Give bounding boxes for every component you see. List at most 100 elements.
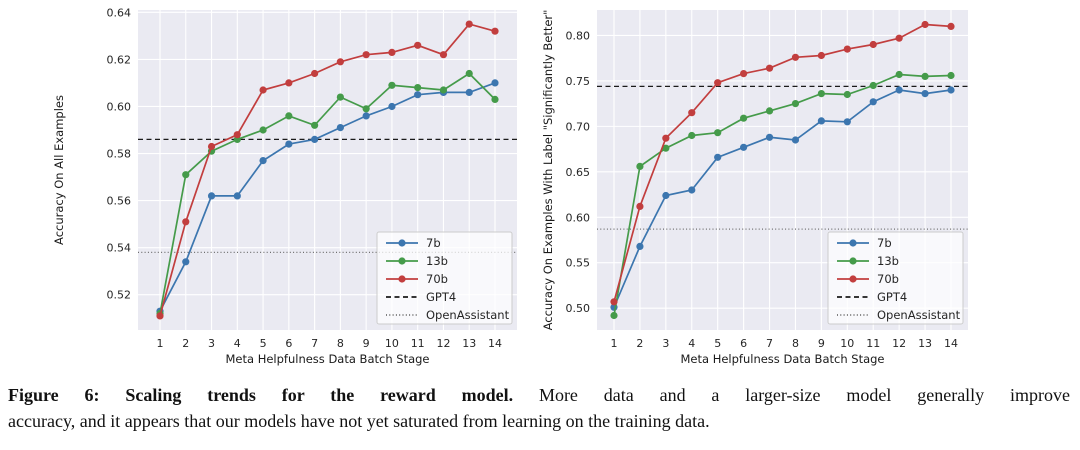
data-point-7b bbox=[491, 79, 499, 87]
y-tick-label: 0.58 bbox=[107, 148, 132, 161]
caption-line-2: accuracy, and it appears that our models… bbox=[8, 408, 1070, 434]
legend: 7b 13b 70b GPT4 OpenAssistant bbox=[376, 231, 513, 325]
legend-marker-7b bbox=[398, 239, 406, 247]
data-point-70b bbox=[843, 45, 851, 53]
data-point-7b bbox=[921, 90, 929, 98]
data-point-13b bbox=[740, 114, 748, 122]
x-tick-label: 2 bbox=[182, 337, 189, 350]
data-point-13b bbox=[491, 95, 499, 103]
data-point-7b bbox=[207, 192, 216, 200]
y-tick-label: 0.50 bbox=[566, 302, 591, 315]
data-point-13b bbox=[662, 144, 670, 152]
y-tick-label: 0.60 bbox=[107, 100, 132, 113]
data-point-13b bbox=[843, 90, 851, 99]
series-line-13b bbox=[613, 73, 952, 316]
data-point-70b bbox=[947, 22, 955, 30]
series-70b bbox=[610, 20, 955, 306]
x-tick-label: 13 bbox=[918, 337, 932, 350]
x-tick-label: 11 bbox=[866, 337, 880, 350]
x-tick-label: 10 bbox=[385, 337, 399, 350]
x-tick-label: 8 bbox=[337, 337, 344, 350]
legend-label-13b: 13b bbox=[426, 254, 448, 268]
data-point-7b bbox=[465, 88, 473, 96]
legend-label-7b: 7b bbox=[426, 236, 441, 250]
legend-box bbox=[376, 231, 513, 325]
legend-label-openassistant: OpenAssistant bbox=[877, 308, 961, 322]
x-tick-label: 7 bbox=[311, 337, 318, 350]
y-tick-label: 0.80 bbox=[566, 29, 591, 42]
data-point-13b bbox=[688, 131, 696, 140]
y-tick-label: 0.55 bbox=[566, 257, 591, 270]
data-point-70b bbox=[688, 109, 696, 117]
y-axis-label: Accuracy On Examples With Label "Signifi… bbox=[541, 10, 555, 331]
data-point-7b bbox=[182, 258, 190, 266]
data-point-13b bbox=[465, 69, 473, 78]
data-point-7b bbox=[636, 242, 644, 250]
data-point-13b bbox=[362, 105, 370, 113]
data-point-13b bbox=[947, 71, 955, 80]
y-tick-label: 0.52 bbox=[107, 289, 132, 302]
data-point-7b bbox=[662, 191, 670, 200]
x-tick-label: 8 bbox=[792, 337, 799, 350]
y-tick-label: 0.65 bbox=[566, 166, 591, 179]
data-point-70b bbox=[465, 20, 473, 28]
data-point-70b bbox=[336, 58, 344, 66]
data-point-13b bbox=[285, 112, 293, 120]
data-point-70b bbox=[636, 202, 644, 210]
x-tick-label: 2 bbox=[636, 337, 643, 350]
x-tick-label: 9 bbox=[363, 337, 370, 350]
data-point-70b bbox=[311, 69, 319, 78]
legend-marker-7b bbox=[849, 239, 857, 247]
caption-text-line1: More data and a larger-size model genera… bbox=[538, 385, 1071, 405]
x-tick-label: 12 bbox=[436, 337, 450, 350]
caption-figure-label: Figure 6: Scaling trends for the reward … bbox=[8, 385, 514, 405]
series-line-7b bbox=[159, 82, 496, 312]
legend-label-openassistant: OpenAssistant bbox=[426, 308, 510, 322]
data-point-70b bbox=[740, 70, 748, 78]
charts-row: 0.52 0.54 0.56 0.58 0.60 0.62 0.64 1 2 3 4 5 6 7 8 9 10 1… bbox=[52, 6, 968, 366]
y-tick-label: 0.56 bbox=[107, 195, 132, 208]
legend-marker-70b bbox=[849, 275, 857, 283]
data-point-13b bbox=[414, 84, 422, 92]
data-point-70b bbox=[714, 79, 722, 87]
data-point-7b bbox=[869, 98, 877, 106]
data-point-13b bbox=[336, 93, 344, 101]
data-point-13b bbox=[817, 90, 825, 98]
x-axis-label: Meta Helpfulness Data Batch Stage bbox=[680, 352, 884, 366]
caption-text-line2: accuracy, and it appears that our models… bbox=[8, 411, 710, 431]
data-point-13b bbox=[311, 121, 319, 129]
data-point-7b bbox=[817, 117, 825, 125]
data-point-7b bbox=[285, 140, 293, 148]
data-point-13b bbox=[714, 129, 722, 137]
data-point-13b bbox=[182, 171, 190, 179]
legend-label-gpt4: GPT4 bbox=[426, 290, 456, 304]
data-point-7b bbox=[947, 86, 955, 94]
legend-label-70b: 70b bbox=[877, 272, 899, 286]
x-tick-label: 14 bbox=[944, 337, 958, 350]
series-line-70b bbox=[613, 23, 952, 303]
data-point-70b bbox=[259, 86, 267, 94]
series-line-7b bbox=[613, 89, 952, 308]
x-tick-label: 3 bbox=[662, 337, 669, 350]
x-tick-label: 11 bbox=[411, 337, 425, 350]
legend-marker-70b bbox=[398, 275, 406, 283]
series-70b bbox=[156, 20, 499, 320]
y-tick-label: 0.60 bbox=[566, 211, 591, 224]
x-tick-label: 3 bbox=[208, 337, 215, 350]
y-tick-label: 0.70 bbox=[566, 120, 591, 133]
data-point-7b bbox=[311, 135, 319, 143]
data-point-7b bbox=[895, 86, 903, 94]
data-point-70b bbox=[207, 142, 216, 151]
data-point-70b bbox=[895, 34, 903, 42]
y-tick-label: 0.75 bbox=[566, 75, 591, 88]
data-point-13b bbox=[610, 311, 618, 320]
chart-accuracy-significantly-better: 0.500.550.600.650.700.750.801 2 3 4 5 6 7 8 9 10 1… bbox=[541, 10, 968, 366]
data-point-13b bbox=[869, 81, 877, 90]
data-point-7b bbox=[791, 136, 800, 144]
x-tick-label: 4 bbox=[688, 337, 695, 350]
x-tick-label: 6 bbox=[285, 337, 292, 350]
x-axis-label: Meta Helpfulness Data Batch Stage bbox=[225, 352, 429, 366]
y-axis-label: Accuracy On All Examples bbox=[52, 95, 66, 245]
x-tick-label: 6 bbox=[740, 337, 747, 350]
